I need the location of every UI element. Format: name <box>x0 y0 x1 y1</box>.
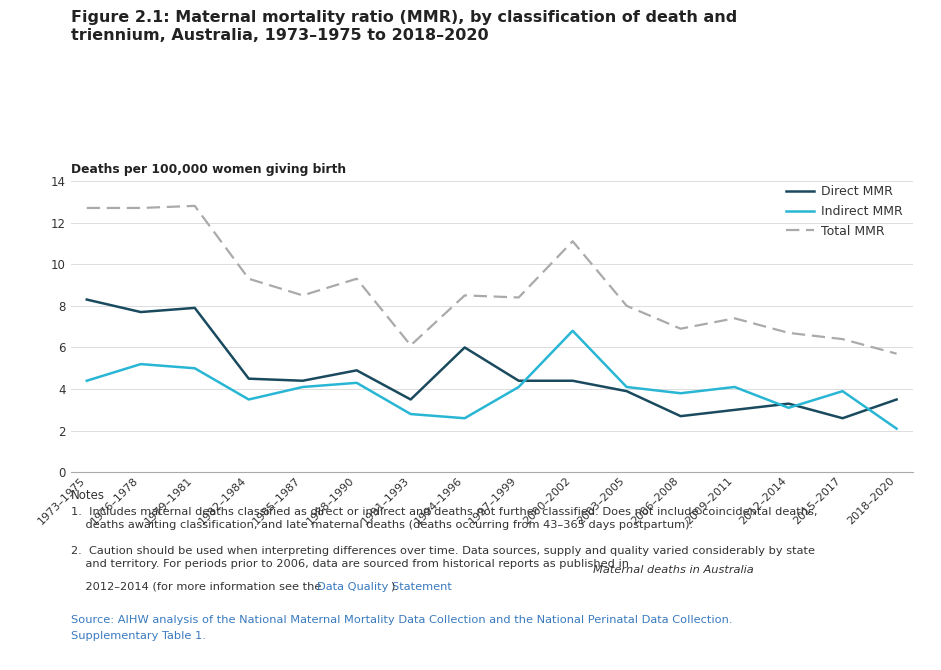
Text: Deaths per 100,000 women giving birth: Deaths per 100,000 women giving birth <box>71 163 345 176</box>
Text: triennium, Australia, 1973–1975 to 2018–2020: triennium, Australia, 1973–1975 to 2018–… <box>71 28 488 43</box>
Text: Source: AIHW analysis of the National Maternal Mortality Data Collection and the: Source: AIHW analysis of the National Ma… <box>71 615 732 625</box>
Text: 2012–2014 (for more information see the: 2012–2014 (for more information see the <box>71 582 325 592</box>
Text: Notes: Notes <box>71 489 104 502</box>
Text: Data Quality Statement: Data Quality Statement <box>317 582 452 592</box>
Legend: Direct MMR, Indirect MMR, Total MMR: Direct MMR, Indirect MMR, Total MMR <box>782 182 906 242</box>
Text: Figure 2.1: Maternal mortality ratio (MMR), by classification of death and: Figure 2.1: Maternal mortality ratio (MM… <box>71 10 737 25</box>
Text: Maternal deaths in Australia: Maternal deaths in Australia <box>593 565 754 575</box>
Text: ).: ). <box>391 582 399 592</box>
Text: 1.  Includes maternal deaths classified as direct or indirect and deaths not fur: 1. Includes maternal deaths classified a… <box>71 507 817 531</box>
Text: 2.  Caution should be used when interpreting differences over time. Data sources: 2. Caution should be used when interpret… <box>71 546 815 570</box>
Text: Supplementary Table 1.: Supplementary Table 1. <box>71 631 205 641</box>
